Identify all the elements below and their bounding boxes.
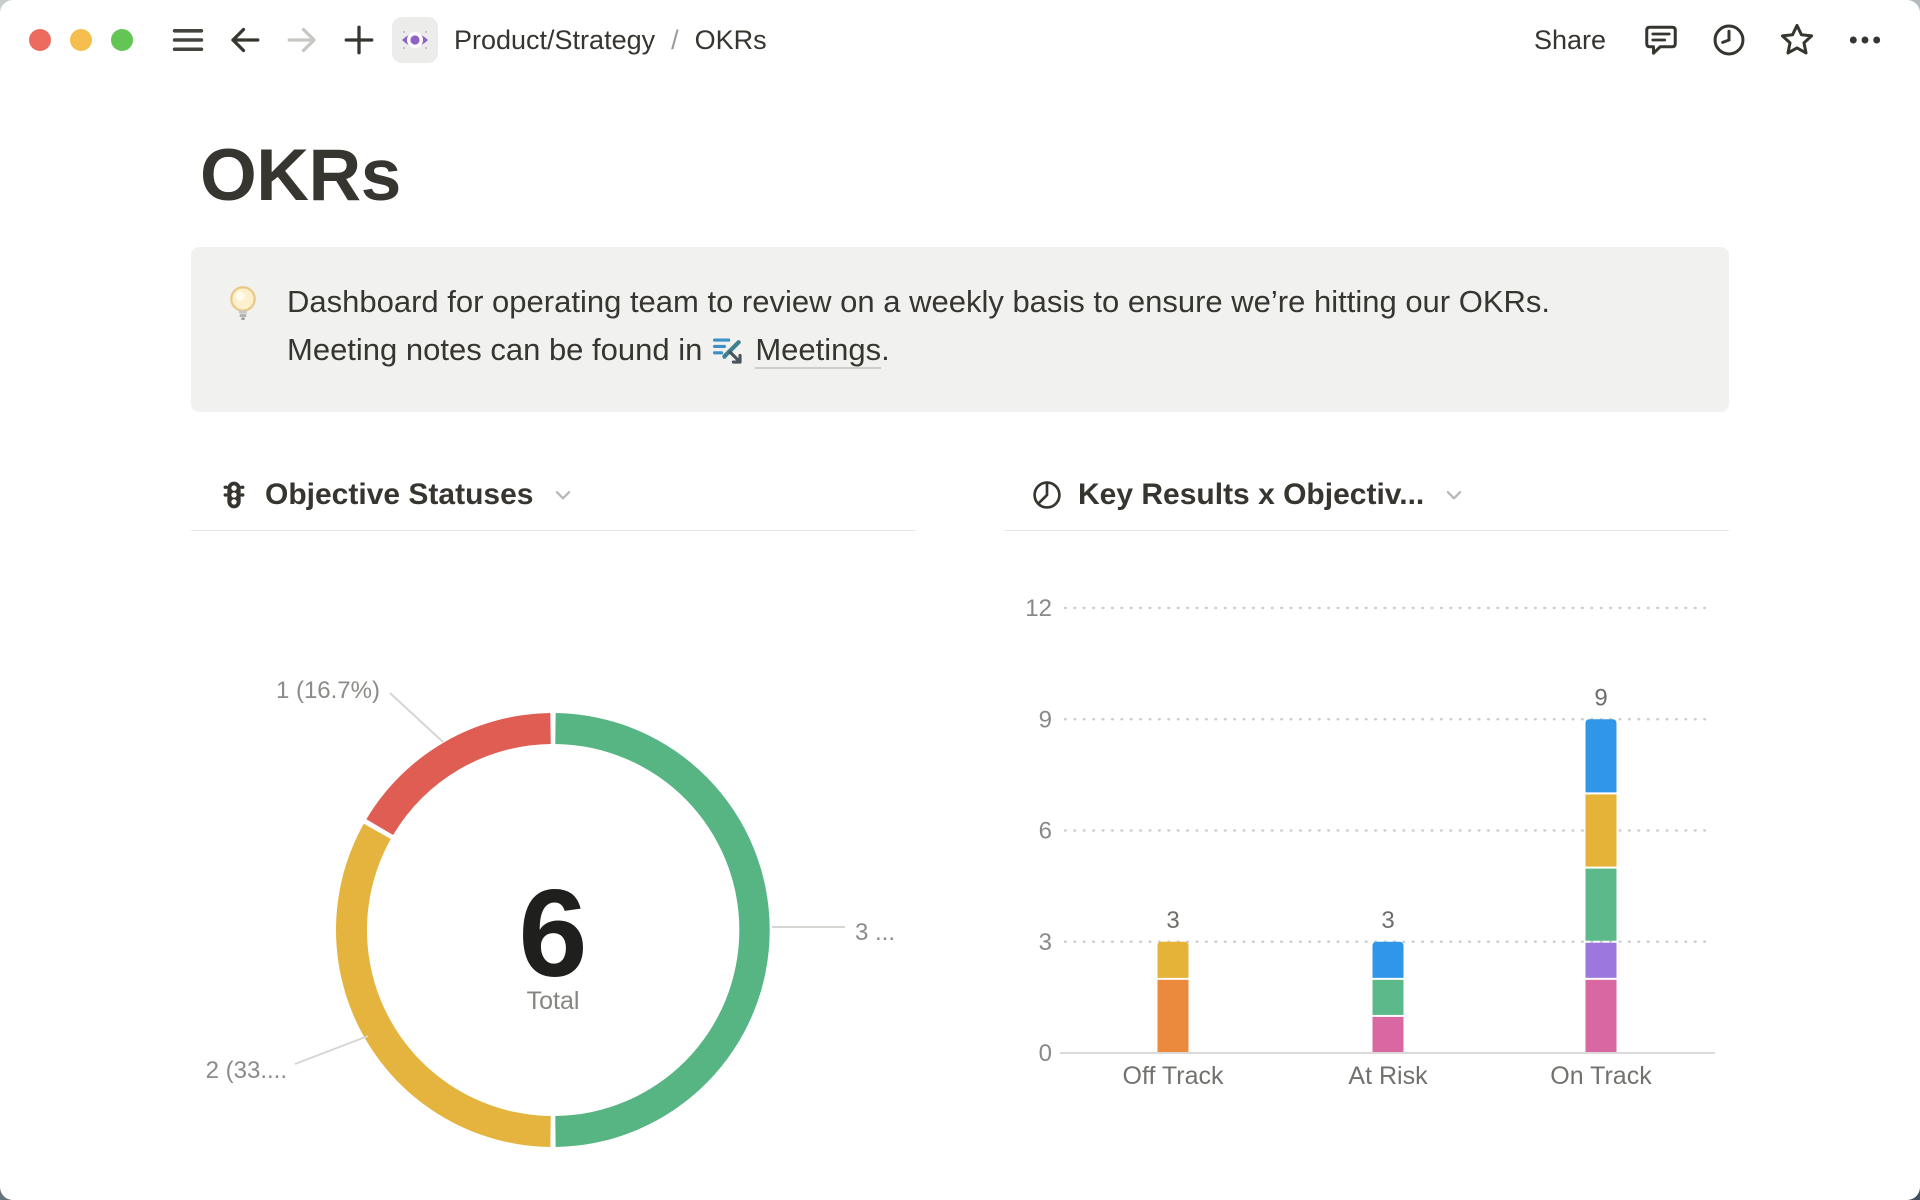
- updates-button[interactable]: [1708, 19, 1750, 61]
- callout-line2-prefix: Meeting notes can be found in: [287, 332, 703, 368]
- x-category-label: At Risk: [1348, 1062, 1428, 1090]
- comments-button[interactable]: [1640, 19, 1682, 61]
- y-tick-label: 9: [1039, 707, 1052, 734]
- back-button[interactable]: [224, 19, 266, 61]
- bar-total-label: 9: [1594, 685, 1607, 712]
- donut-center-label: Total: [527, 987, 580, 1015]
- callout-text: Dashboard for operating team to review o…: [287, 278, 1550, 381]
- callout-line2-suffix: .: [881, 332, 890, 368]
- share-button[interactable]: Share: [1526, 21, 1614, 60]
- bar-segment-off-track-1[interactable]: [1157, 942, 1189, 979]
- chevron-down-icon: [1444, 485, 1464, 505]
- chevron-down-icon: [553, 485, 573, 505]
- callout-block: Dashboard for operating team to review o…: [191, 247, 1729, 413]
- donut-segment-off-track[interactable]: [366, 713, 551, 836]
- bar-segment-on-track-0[interactable]: [1585, 980, 1617, 1053]
- key-results-chart: Key Results x Objectiv... 0 3 6 9 12 3 Off Tra…: [1004, 466, 1729, 1176]
- pie-chart-icon: [1033, 481, 1061, 510]
- clock-icon: [1713, 24, 1745, 56]
- bar-total-label: 3: [1166, 907, 1179, 934]
- new-tab-button[interactable]: [338, 19, 380, 61]
- key-results-header[interactable]: Key Results x Objectiv...: [1004, 466, 1729, 532]
- forward-arrow-icon: [287, 27, 316, 53]
- breadcrumb-parent[interactable]: Product/Strategy: [448, 23, 661, 58]
- donut-leader-line: [389, 692, 444, 744]
- sidebar-toggle-icon: [172, 29, 204, 51]
- traffic-lights: [29, 29, 133, 51]
- breadcrumb-separator: /: [671, 24, 679, 55]
- objective-statuses-header[interactable]: Objective Statuses: [191, 466, 916, 532]
- plus-icon: [344, 25, 374, 55]
- page-content: OKRs Dashboard for operating team to rev…: [191, 135, 1729, 1176]
- sidebar-toggle-button[interactable]: [167, 19, 209, 61]
- breadcrumb-current[interactable]: OKRs: [689, 23, 773, 58]
- page-eye-icon[interactable]: [392, 17, 438, 63]
- breadcrumb: Product/Strategy / OKRs: [392, 17, 773, 63]
- lightbulb-icon[interactable]: [224, 284, 262, 327]
- meetings-link[interactable]: Meetings: [755, 332, 882, 370]
- bar-segment-off-track-0[interactable]: [1157, 980, 1189, 1053]
- bar-segment-on-track-3[interactable]: [1585, 794, 1617, 867]
- donut-center-value: 6: [519, 865, 588, 1003]
- minimize-window-button[interactable]: [70, 29, 92, 51]
- donut-segment-label: 1 (16.7%): [276, 677, 380, 704]
- zoom-window-button[interactable]: [111, 29, 133, 51]
- x-category-label: Off Track: [1123, 1062, 1224, 1090]
- window-topbar: Product/Strategy / OKRs Share: [0, 0, 1920, 80]
- more-options-button[interactable]: [1844, 19, 1886, 61]
- bar-total-label: 3: [1381, 907, 1394, 934]
- star-icon: [1780, 23, 1814, 55]
- objective-statuses-chart: Objective Statuses 3 ... 2 (33.... 1 (16.7…: [191, 466, 916, 1176]
- traffic-light-icon: [223, 481, 245, 509]
- page-title: OKRs: [200, 135, 401, 216]
- y-tick-label: 0: [1039, 1040, 1052, 1067]
- donut-segment-on-track[interactable]: [555, 713, 770, 1148]
- y-tick-label: 3: [1039, 929, 1052, 956]
- bar-segment-on-track-2[interactable]: [1585, 868, 1617, 942]
- bar-chart-svg: 0 3 6 9 12 3 Off Track 3 At Risk 9 On Track: [1025, 595, 1715, 1090]
- charts-row: Objective Statuses 3 ... 2 (33.... 1 (16.7…: [191, 466, 1729, 1176]
- comment-icon: [1645, 25, 1677, 55]
- y-tick-label: 6: [1039, 818, 1052, 845]
- bar-segment-on-track-1[interactable]: [1585, 943, 1617, 979]
- favorite-button[interactable]: [1776, 19, 1818, 61]
- ellipsis-icon: [1849, 36, 1881, 44]
- donut-segment-at-risk[interactable]: [335, 824, 551, 1148]
- chart-title: Objective Statuses: [265, 478, 534, 512]
- donut-leader-line: [294, 1035, 369, 1066]
- nav-controls: [167, 19, 380, 61]
- bar-segment-at-risk-0[interactable]: [1372, 1017, 1404, 1053]
- bar-segment-at-risk-2[interactable]: [1372, 942, 1404, 979]
- eye-icon: [402, 31, 428, 49]
- x-category-label: On Track: [1550, 1062, 1652, 1090]
- forward-button[interactable]: [281, 19, 323, 61]
- close-window-button[interactable]: [29, 29, 51, 51]
- callout-line1: Dashboard for operating team to review o…: [287, 284, 1551, 320]
- donut-segment-label: 2 (33....: [206, 1057, 287, 1084]
- donut-segment-label: 3 ...: [855, 919, 895, 946]
- bar-segment-at-risk-1[interactable]: [1372, 980, 1404, 1016]
- bar-segment-on-track-4[interactable]: [1585, 719, 1617, 793]
- meetings-page-icon: [711, 333, 745, 381]
- back-arrow-icon: [231, 27, 260, 53]
- chart-title: Key Results x Objectiv...: [1078, 478, 1425, 512]
- y-tick-label: 12: [1025, 595, 1052, 622]
- topbar-actions: Share: [1526, 19, 1886, 61]
